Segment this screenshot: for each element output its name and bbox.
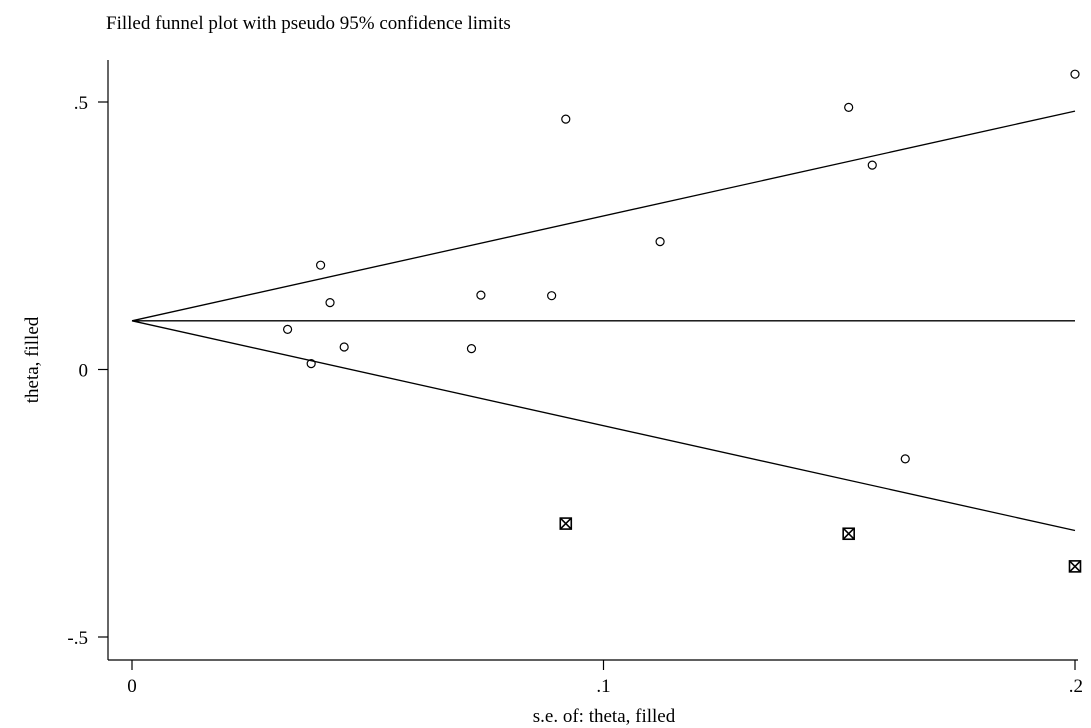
- study-point: [1070, 69, 1080, 79]
- filled-study-point: [1068, 560, 1082, 573]
- study-points: [282, 69, 1082, 573]
- upper-confidence-limit: [131, 110, 1076, 322]
- filled-point-box: [559, 517, 573, 530]
- x-axis: s.e. of: theta, filled: [108, 659, 1078, 727]
- y-tick-label: .5: [74, 93, 88, 114]
- y-tick-label: 0: [79, 361, 89, 382]
- y-axis-label: theta, filled: [22, 316, 43, 403]
- study-point: [316, 260, 326, 270]
- study-point: [547, 291, 557, 301]
- x-tick-label: .2: [1069, 676, 1083, 697]
- filled-point-box: [842, 527, 855, 541]
- study-point: [325, 298, 335, 308]
- study-point: [561, 114, 571, 124]
- study-point: [306, 359, 316, 369]
- chart-title: Filled funnel plot with pseudo 95% confi…: [106, 13, 511, 34]
- study-point: [339, 342, 349, 352]
- tick-group: 0 .1 .2 .5 0 -.5: [67, 93, 1083, 697]
- confidence-funnel: [131, 110, 1076, 532]
- x-axis-label: s.e. of: theta, filled: [533, 706, 676, 727]
- study-point: [900, 454, 910, 464]
- study-point: [844, 102, 854, 112]
- study-point: [867, 160, 877, 170]
- filled-point-box: [1068, 560, 1082, 573]
- y-tick-label: -.5: [67, 628, 88, 649]
- study-point: [476, 290, 486, 300]
- filled-study-point: [842, 527, 855, 541]
- study-point: [282, 324, 293, 334]
- study-point: [466, 344, 477, 354]
- filled-point-cross-b: [1068, 560, 1082, 573]
- y-axis: theta, filled: [22, 60, 109, 660]
- lower-confidence-limit: [131, 320, 1076, 532]
- filled-point-cross-b: [559, 517, 572, 530]
- filled-study-point: [559, 517, 573, 530]
- filled-point-cross-b: [842, 527, 855, 540]
- study-point: [655, 237, 665, 247]
- x-tick-label: 0: [127, 676, 137, 697]
- x-tick-label: .1: [596, 676, 610, 697]
